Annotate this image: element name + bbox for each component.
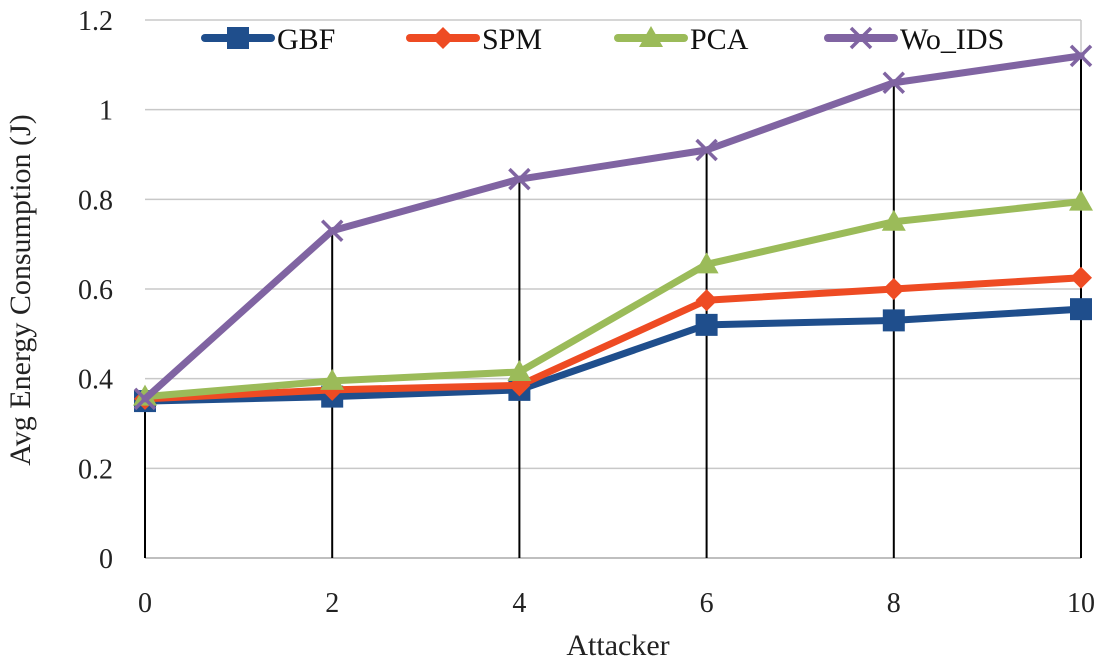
- tick-labels: 0 0.2 0.4 0.6 0.8 1 1.2 0 2 4 6 8 10: [78, 6, 1095, 619]
- legend-item-gbf: GBF: [201, 23, 335, 56]
- data-point: [507, 359, 532, 381]
- y-tick-label: 1: [99, 96, 113, 127]
- legend-label: GBF: [277, 23, 335, 56]
- data-point: [508, 167, 531, 191]
- series-line: [141, 52, 1085, 403]
- legend-item-pca: PCA: [614, 23, 749, 56]
- data-point: [695, 289, 718, 312]
- data-point: [881, 209, 906, 231]
- marker-stroke: [133, 387, 157, 411]
- legend-item-wo-ids: Wo_IDS: [824, 23, 1004, 56]
- data-point: [1069, 189, 1093, 211]
- data-point: [320, 368, 345, 390]
- y-tick-label: 1.2: [78, 6, 113, 37]
- data-point: [695, 313, 718, 336]
- series-wo-ids: [133, 44, 1093, 411]
- y-tick-label: 0: [99, 544, 113, 575]
- data-point: [695, 138, 718, 162]
- y-tick-label: 0.2: [78, 454, 113, 485]
- x-tick-label: 8: [887, 588, 901, 619]
- data-point: [882, 309, 905, 332]
- legend: GBF SPM PCA Wo_IDS: [201, 23, 1004, 56]
- data-point: [694, 252, 719, 274]
- y-tick-label: 0.6: [78, 275, 113, 306]
- series-line: [141, 305, 1085, 405]
- x-tick-label: 2: [325, 588, 339, 619]
- x-axis-title: Attacker: [566, 629, 669, 662]
- y-tick-label: 0.8: [78, 185, 113, 216]
- y-axis-title: Avg Energy Consumption (J): [4, 114, 37, 465]
- legend-label: SPM: [482, 23, 542, 56]
- legend-marker: [639, 26, 663, 47]
- series-line: [141, 198, 1085, 401]
- series-line: [141, 274, 1085, 403]
- marker-stroke: [695, 138, 718, 162]
- legend-marker: [849, 26, 873, 50]
- marker-stroke: [508, 167, 531, 191]
- data-point: [882, 278, 905, 300]
- data-point: [1070, 266, 1092, 289]
- series: [133, 44, 1093, 413]
- data-point: [1069, 44, 1093, 68]
- marker-stroke: [1069, 44, 1093, 68]
- drop-lines: [144, 55, 1082, 558]
- marker-stroke: [882, 71, 906, 95]
- data-point: [882, 71, 906, 95]
- marker-stroke: [849, 26, 873, 50]
- legend-label: Wo_IDS: [900, 23, 1004, 56]
- marker-stroke: [320, 219, 344, 242]
- x-tick-label: 10: [1067, 588, 1095, 619]
- x-tick-label: 4: [512, 588, 526, 619]
- data-point: [1070, 298, 1092, 321]
- x-tick-label: 6: [700, 588, 714, 619]
- legend-marker: [227, 27, 249, 49]
- y-tick-label: 0.4: [78, 365, 113, 396]
- legend-marker: [432, 27, 454, 49]
- legend-label: PCA: [690, 23, 749, 56]
- data-point: [320, 219, 344, 242]
- legend-item-spm: SPM: [406, 23, 542, 56]
- series-pca: [133, 189, 1093, 406]
- x-tick-label: 0: [138, 588, 152, 619]
- data-point: [133, 387, 157, 411]
